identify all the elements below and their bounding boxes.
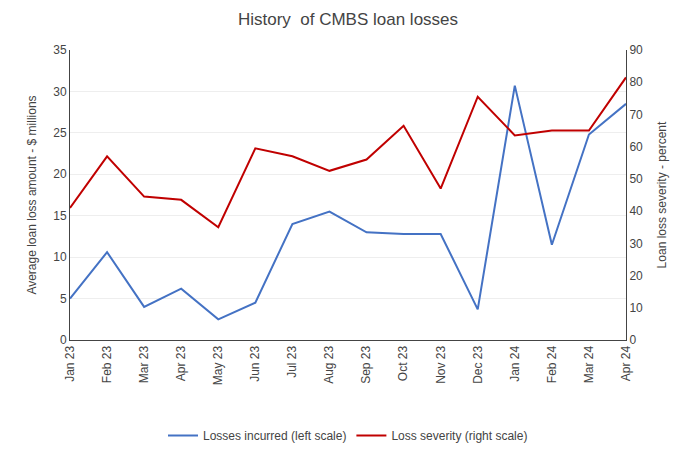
svg-text:Jan 24: Jan 24 xyxy=(508,345,522,381)
svg-text:35: 35 xyxy=(53,43,67,57)
svg-text:70: 70 xyxy=(629,108,643,122)
svg-text:Feb 24: Feb 24 xyxy=(545,345,559,383)
svg-text:Loss severity (right scale): Loss severity (right scale) xyxy=(391,429,527,443)
svg-text:Apr 23: Apr 23 xyxy=(174,345,188,381)
svg-text:25: 25 xyxy=(53,126,67,140)
svg-text:Jul 23: Jul 23 xyxy=(285,345,299,377)
svg-text:0: 0 xyxy=(629,333,636,347)
svg-text:Nov 23: Nov 23 xyxy=(434,345,448,383)
svg-text:Jan 23: Jan 23 xyxy=(63,345,77,381)
svg-text:Losses incurred (left scale): Losses incurred (left scale) xyxy=(203,429,346,443)
svg-text:Mar 23: Mar 23 xyxy=(137,345,151,383)
svg-text:Sep 23: Sep 23 xyxy=(359,345,373,383)
svg-text:Average loan loss amount - $ m: Average loan loss amount - $ millions xyxy=(25,95,39,294)
svg-text:30: 30 xyxy=(53,85,67,99)
svg-text:5: 5 xyxy=(60,292,67,306)
svg-text:Apr 24: Apr 24 xyxy=(619,345,633,381)
svg-text:May 23: May 23 xyxy=(211,345,225,385)
svg-text:Aug 23: Aug 23 xyxy=(322,345,336,383)
svg-text:Mar 24: Mar 24 xyxy=(582,345,596,383)
svg-text:Oct 23: Oct 23 xyxy=(397,345,411,381)
svg-text:60: 60 xyxy=(629,140,643,154)
svg-text:10: 10 xyxy=(53,250,67,264)
svg-text:90: 90 xyxy=(629,43,643,57)
svg-text:50: 50 xyxy=(629,172,643,186)
svg-text:30: 30 xyxy=(629,237,643,251)
svg-text:80: 80 xyxy=(629,75,643,89)
svg-text:15: 15 xyxy=(53,209,67,223)
svg-text:0: 0 xyxy=(60,333,67,347)
svg-text:Jun 23: Jun 23 xyxy=(248,345,262,381)
svg-text:20: 20 xyxy=(629,269,643,283)
svg-text:History of CMBS loan losses: History of CMBS loan losses xyxy=(238,10,458,29)
svg-text:20: 20 xyxy=(53,167,67,181)
svg-text:10: 10 xyxy=(629,301,643,315)
svg-text:Dec 23: Dec 23 xyxy=(471,345,485,383)
svg-text:Feb 23: Feb 23 xyxy=(100,345,114,383)
svg-text:Loan loss severity - percent: Loan loss severity - percent xyxy=(655,121,669,268)
svg-text:40: 40 xyxy=(629,204,643,218)
